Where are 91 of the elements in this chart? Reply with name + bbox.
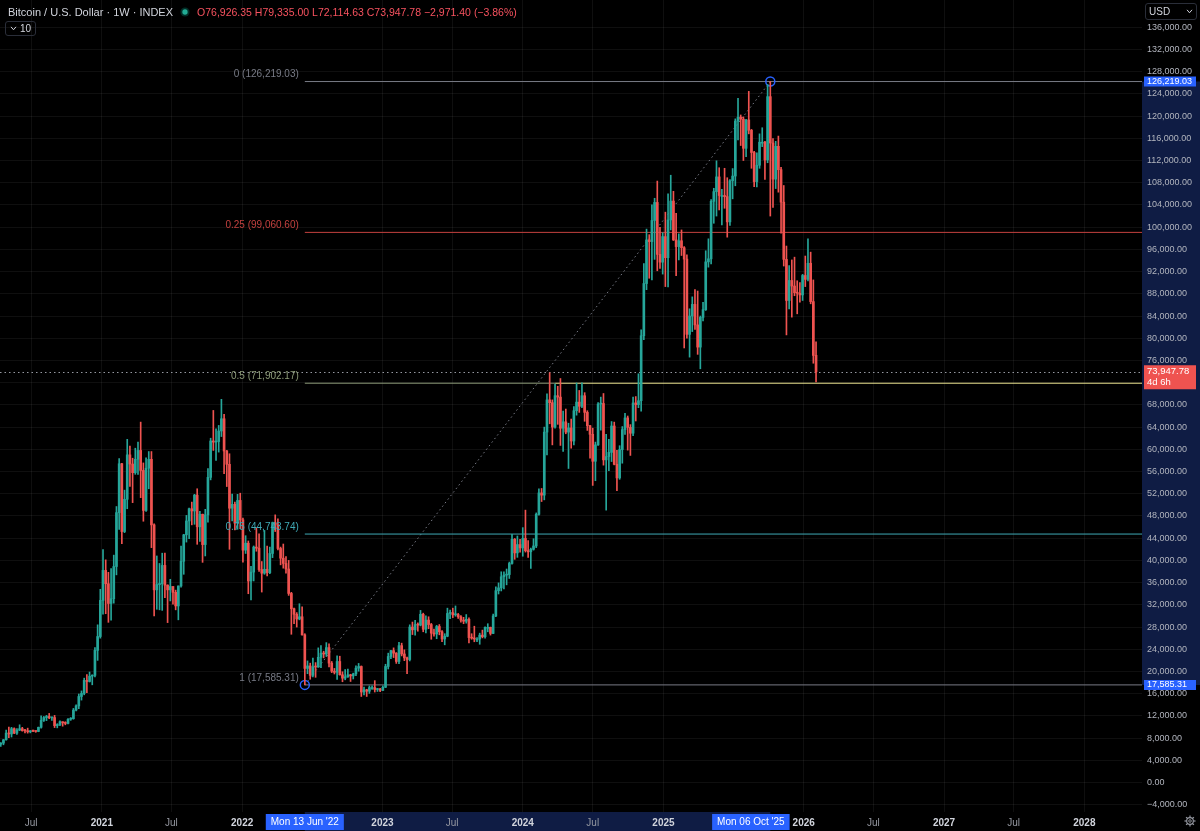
candlestick: [244, 535, 247, 554]
x-tick-label: Jul: [165, 816, 178, 828]
x-tick-label: 2023: [371, 816, 395, 828]
dropdown-button: USD: [1145, 3, 1197, 20]
y-tick-label: 124,000.00: [1147, 88, 1193, 99]
x-tick-label: 2026: [792, 816, 816, 828]
candlestick: [567, 422, 570, 469]
y-tick-label: 84,000.00: [1147, 310, 1188, 321]
candlestick: [647, 234, 651, 279]
y-tick-label: 68,000.00: [1147, 399, 1188, 410]
x-tick-label: Jul: [866, 816, 880, 828]
y-tick-label: 0.00: [1147, 777, 1165, 788]
y-tick-label: 92,000.00: [1147, 266, 1188, 277]
candlestick: [18, 724, 21, 731]
candlestick: [190, 501, 194, 526]
candlestick: [64, 721, 67, 726]
y-tick-label: 108,000.00: [1147, 177, 1193, 188]
candlestick: [174, 589, 177, 611]
y-tick-label: 136,000.00: [1147, 21, 1193, 32]
candlestick: [357, 663, 360, 672]
x-tick-label: Jul: [445, 816, 459, 828]
text: Bitcoin / U.S. Dollar · 1W · INDEX: [8, 5, 174, 19]
candlestick: [325, 642, 328, 657]
candlestick: [400, 642, 404, 657]
candlestick: [298, 603, 301, 621]
x-tick-label: 2021: [90, 816, 114, 828]
y-tick-label: 28,000.00: [1147, 621, 1188, 632]
y-tick-label: 40,000.00: [1147, 554, 1188, 565]
y-tick-label: 52,000.00: [1147, 488, 1188, 499]
y-tick-label: 88,000.00: [1147, 288, 1188, 299]
dropdown-button: 10: [5, 21, 37, 36]
series-label: 0.5 (71,902.17): [230, 369, 299, 381]
x-tick-label: 2025: [652, 816, 675, 828]
candlestick: [155, 555, 159, 610]
x-tick-label: Jul: [586, 816, 600, 828]
x-tick-label: 2027: [932, 816, 956, 828]
text: 126,219.03: [1147, 76, 1193, 87]
y-tick-label: 56,000.00: [1147, 466, 1188, 477]
candlestick: [602, 393, 605, 466]
y-tick-label: 4,000.00: [1147, 754, 1183, 765]
candlestick: [72, 708, 75, 720]
candlestick: [559, 378, 562, 446]
y-tick-label: 8,000.00: [1147, 732, 1183, 743]
x-tick-label: 2022: [231, 816, 254, 828]
candlestick: [435, 625, 438, 640]
y-tick-label: 16,000.00: [1147, 688, 1188, 699]
text: O76,926.35 H79,335.00 L72,114.63 C73,947.78 −2,971.40 (−3.86%): [197, 5, 517, 19]
y-tick-label: 32,000.00: [1147, 599, 1188, 610]
y-tick-label: 20,000.00: [1147, 665, 1188, 676]
y-tick-label: 132,000.00: [1147, 43, 1193, 54]
candlestick: [10, 726, 13, 738]
series-label: 0.25 (99,060.60): [225, 219, 299, 231]
candlestick: [201, 513, 204, 563]
y-tick-label: 128,000.00: [1147, 66, 1193, 77]
candlestick: [604, 434, 608, 511]
x-tick-label: 2028: [1073, 816, 1096, 828]
series-label: 1 (17,585.31): [239, 671, 299, 683]
y-tick-label: 112,000.00: [1147, 155, 1192, 165]
y-tick-label: 116,000.00: [1147, 132, 1192, 143]
candlestick: [766, 84, 769, 164]
y-tick-label: 120,000.00: [1147, 110, 1193, 121]
y-tick-label: 80,000.00: [1147, 332, 1188, 343]
y-tick-label: 104,000.00: [1147, 199, 1193, 210]
ref-line-label: 73,947.78 4d 6h: [1147, 365, 1190, 388]
y-tick-label: 64,000.00: [1147, 421, 1188, 432]
y-tick-label: 60,000.00: [1147, 443, 1188, 454]
y-tick-label: −4,000.00: [1147, 799, 1188, 810]
candlestick: [349, 673, 352, 682]
y-tick-label: 96,000.00: [1147, 243, 1188, 254]
candlestick: [803, 255, 807, 287]
y-tick-label: 12,000.00: [1147, 710, 1188, 721]
candlestick: [306, 660, 309, 675]
y-tick-label: 76,000.00: [1147, 354, 1188, 365]
candlestick: [481, 629, 484, 639]
annotation: 10: [20, 23, 32, 34]
y-tick-label: 44,000.00: [1147, 532, 1188, 543]
y-tick-label: 24,000.00: [1147, 643, 1188, 654]
series-label: 0 (126,219.03): [233, 68, 299, 80]
y-tick-label: 100,000.00: [1147, 221, 1193, 232]
x-tick-label: 2024: [511, 816, 535, 828]
x-tick-label: Jul: [1007, 816, 1021, 828]
y-tick-label: 48,000.00: [1147, 510, 1188, 521]
candlestick: [88, 671, 91, 683]
x-tick-label: Jul: [24, 816, 38, 828]
candlestick: [419, 610, 422, 627]
y-tick-label: 36,000.00: [1147, 577, 1188, 588]
text: Mon 06 Oct '25: [717, 815, 786, 827]
text: 17,585.31: [1147, 679, 1188, 690]
text: Mon 13 Jun '22: [270, 815, 340, 827]
candlestick: [489, 626, 492, 636]
candlestick: [664, 211, 667, 287]
